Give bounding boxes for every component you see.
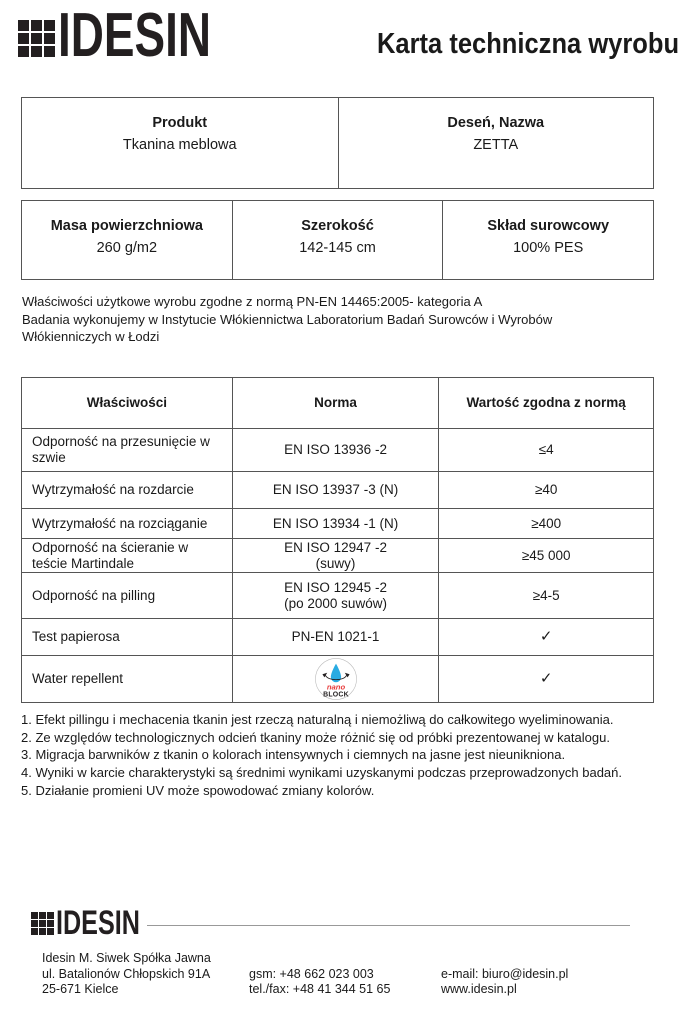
svg-text:nano: nano xyxy=(326,683,345,692)
svg-text:BLOCK: BLOCK xyxy=(323,692,349,699)
